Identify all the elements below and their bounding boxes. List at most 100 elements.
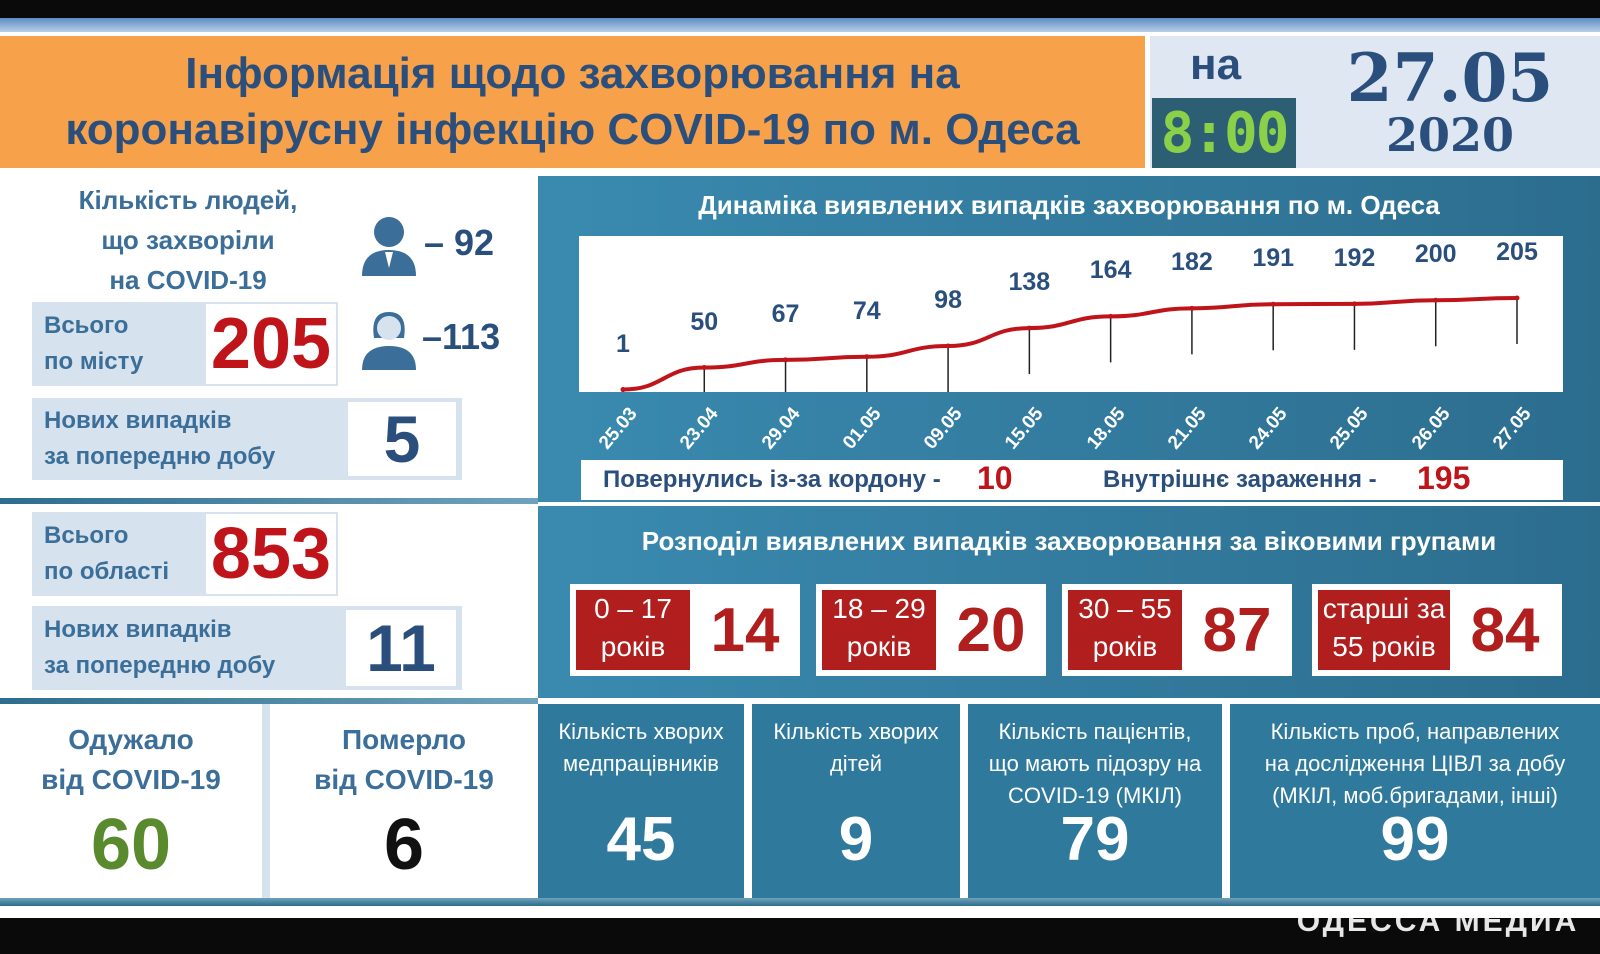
city-new-value: 5 [348, 402, 456, 476]
age-card-over-55: старші за 55 років 84 [1312, 584, 1562, 676]
point-value-label: 205 [1496, 238, 1538, 266]
data-point [1433, 297, 1439, 303]
stat-value: 45 [606, 805, 676, 874]
age-range: 30 – 55 [1078, 593, 1172, 624]
stat-caption: Кількість хворих дітей [752, 716, 960, 780]
data-point [701, 365, 707, 371]
stat-caption-line-1: Кількість пацієнтів, [998, 719, 1192, 744]
age-count: 84 [1470, 595, 1540, 665]
title-line-2: коронавірусну інфекцію COVID-19 по м. Од… [65, 105, 1080, 154]
age-range-box: 30 – 55 років [1068, 590, 1182, 670]
stat-card-samples: Кількість проб, направлених на досліджен… [1230, 704, 1600, 898]
region-new-label-line-2: за попередню добу [44, 652, 276, 679]
age-count: 20 [956, 595, 1026, 665]
cases-line [622, 296, 1518, 392]
point-value-label: 164 [1089, 256, 1132, 285]
recovered-box: Одужало від COVID-19 60 [0, 704, 262, 898]
internal-label: Внутрішнє зараження - [1103, 466, 1377, 493]
age-card-30-55: 30 – 55 років 87 [1062, 584, 1292, 676]
point-value-label: 67 [771, 299, 800, 328]
data-point [864, 354, 870, 360]
age-card-0-17: 0 – 17 років 14 [570, 584, 800, 676]
title-line-1: Інформація щодо захворювання на [185, 49, 960, 98]
man-icon [362, 217, 416, 276]
watermark-logo: ОДЕССА МЕДИА [1296, 905, 1580, 938]
stat-value: 79 [1060, 805, 1130, 874]
stat-caption-line-2: медпрацівників [563, 751, 719, 776]
stat-caption-line-3: COVID-19 (МКІЛ) [1008, 783, 1182, 808]
line-chart [620, 295, 1520, 392]
stat-caption-line-2: на дослідження ЦІВЛ за добу [1264, 751, 1566, 776]
internal-value: 195 [1417, 460, 1471, 496]
date-day-month: 27.05 [1346, 39, 1554, 117]
point-value-label: 98 [934, 286, 962, 315]
time-display: 8:00 [1152, 98, 1296, 168]
stat-card-medics: Кількість хворих медпрацівників 45 [538, 704, 744, 898]
point-value-label: 138 [1008, 268, 1051, 297]
bottom-separator [262, 704, 270, 898]
age-range: старші за [1322, 593, 1446, 624]
data-point [1270, 301, 1276, 307]
age-unit: років [846, 631, 912, 662]
stat-caption-line-1: Кількість хворих [773, 719, 939, 744]
stat-caption-line-2: дітей [829, 751, 883, 776]
people-caption-line-1: Кількість людей, [78, 185, 298, 215]
stat-caption: Кількість пацієнтів, що мають підозру на… [968, 716, 1222, 812]
stat-caption: Кількість проб, направлених на досліджен… [1230, 716, 1600, 812]
people-caption-line-3: на COVID-19 [109, 265, 267, 295]
point-value-label: 50 [690, 307, 719, 336]
region-total-label-line-1: Всього [44, 522, 129, 549]
returned-label: Повернулись із-за кордону - [603, 466, 941, 493]
region-new-label-line-1: Нових випадків [44, 616, 232, 643]
origin-strip: Повернулись із-за кордону - 10 Внутрішнє… [581, 460, 1563, 500]
people-caption: Кількість людей, що захворіли на COVID-1… [40, 180, 336, 300]
data-point [1108, 313, 1114, 319]
data-point [1351, 301, 1357, 307]
age-card-18-29: 18 – 29 років 20 [816, 584, 1046, 676]
age-range-box: старші за 55 років [1318, 590, 1450, 670]
stat-card-children: Кількість хворих дітей 9 [752, 704, 960, 898]
chart-plot-area [579, 236, 1563, 392]
stat-card-suspected: Кількість пацієнтів, що мають підозру на… [968, 704, 1222, 898]
data-point [1514, 295, 1520, 301]
data-point [783, 357, 789, 363]
people-caption-line-2: що захворіли [101, 225, 275, 255]
died-label-line-1: Померло [341, 724, 467, 755]
city-total-label-line-2: по місту [44, 348, 144, 375]
stat-caption-line-1: Кількість хворих [558, 719, 724, 744]
data-point [945, 343, 951, 349]
stat-value: 99 [1380, 805, 1450, 874]
age-count: 87 [1202, 595, 1272, 665]
died-label-line-2: від COVID-19 [314, 764, 494, 795]
recovered-label-line-2: від COVID-19 [41, 764, 221, 795]
city-new-label-line-1: Нових випадків [44, 407, 232, 434]
stat-caption-line-2: що мають підозру на [988, 751, 1202, 776]
city-new-label-line-2: за попередню добу [44, 443, 276, 470]
data-point [1189, 305, 1195, 311]
point-value-label: 192 [1333, 243, 1376, 272]
city-total-value: 205 [206, 304, 336, 384]
recovered-label-line-1: Одужало [68, 724, 194, 755]
header-title-box: Інформація щодо захворювання на коронаві… [0, 36, 1145, 168]
age-range: 18 – 29 [832, 593, 926, 624]
woman-icon [362, 312, 416, 370]
region-total-value: 853 [206, 514, 336, 594]
section-divider-1 [0, 498, 538, 504]
female-count: –113 [422, 316, 501, 357]
stat-caption-line-1: Кількість проб, направлених [1270, 719, 1560, 744]
bottom-band [0, 898, 1600, 906]
age-range-box: 18 – 29 років [822, 590, 936, 670]
dynamics-title: Динаміка виявлених випадків захворювання… [698, 190, 1440, 220]
point-value-label: 182 [1171, 248, 1213, 277]
age-range: 0 – 17 [594, 593, 672, 624]
point-value-label: 1 [616, 329, 630, 358]
age-range-box: 0 – 17 років [576, 590, 690, 670]
stat-value: 9 [838, 805, 874, 874]
age-unit: років [600, 631, 666, 662]
stat-caption: Кількість хворих медпрацівників [538, 716, 744, 780]
point-value-label: 74 [852, 296, 881, 325]
region-new-value: 11 [346, 610, 456, 686]
city-total-label-line-1: Всього [44, 312, 129, 339]
age-unit: років [1092, 631, 1158, 662]
data-point [1026, 325, 1032, 331]
